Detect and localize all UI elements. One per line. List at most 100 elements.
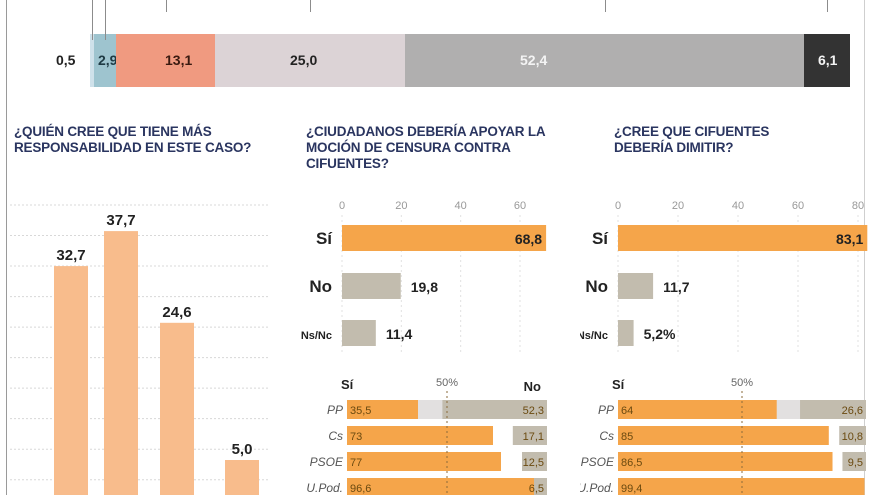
header-50pct: 50%: [731, 377, 753, 389]
bar-si: [347, 426, 493, 445]
stack-label: 13,1: [165, 52, 193, 68]
party-label: U.Pod.: [306, 481, 343, 495]
bar-value-label: 5,2%: [644, 326, 676, 342]
bar-si-label: 64: [621, 405, 633, 417]
x-tick-label: 0: [615, 200, 621, 212]
party-label: PSOE: [581, 455, 615, 469]
bar-si-label: 99,4: [621, 483, 642, 495]
category-label: Sí: [316, 229, 333, 248]
bar-value-label: 19,8: [411, 279, 438, 295]
party-label: Cs: [599, 429, 614, 443]
stack-label: 0,5: [56, 52, 76, 68]
x-tick-label: 60: [792, 200, 804, 212]
leader-line: [104, 0, 106, 40]
bar-si-label: 85: [621, 431, 633, 443]
party-label: U.Pod.: [580, 481, 614, 495]
stack-segment: [215, 34, 406, 87]
header-50pct: 50%: [436, 377, 458, 389]
leader-line: [165, 0, 167, 12]
title-responsabilidad: ¿QUIÉN CREE QUE TIENE MÁS RESPONSABILIDA…: [14, 124, 252, 155]
x-tick-label: 40: [732, 200, 744, 212]
stack-label: 2,9: [98, 52, 118, 68]
bar: [618, 225, 868, 251]
stack-segment: [803, 34, 850, 87]
bar-value-label: 37,7: [106, 212, 135, 229]
category-label: Ns/Nc: [301, 330, 332, 342]
bar: [160, 322, 194, 495]
category-label: Sí: [592, 229, 609, 248]
bar: [225, 460, 259, 495]
party-label: Cs: [328, 429, 343, 443]
bar-si: [347, 478, 541, 495]
bar: [54, 266, 88, 495]
bar-no-label: 26,6: [842, 405, 863, 417]
header-no: No: [524, 379, 541, 394]
leader-line: [91, 0, 93, 40]
stack-label: 6,1: [818, 52, 838, 68]
x-tick-label: 20: [672, 200, 684, 212]
bar: [342, 273, 401, 299]
bar-no: [842, 452, 866, 471]
stack-label: 25,0: [290, 52, 318, 68]
bar-si-label: 86,5: [621, 457, 642, 469]
left-border: [6, 0, 7, 495]
bar-si-label: 77: [350, 457, 362, 469]
bar-no: [534, 478, 547, 495]
x-tick-label: 20: [395, 200, 407, 212]
bar-value-label: 83,1: [836, 231, 863, 247]
stack-segment: [93, 34, 116, 87]
bar-value-label: 24,6: [162, 304, 191, 321]
bar-no-label: 6,5: [529, 483, 544, 495]
bar-no-label: 52,3: [523, 405, 544, 417]
leader-line: [826, 0, 828, 12]
stack-label: 52,4: [520, 52, 548, 68]
stack-segment: [115, 34, 216, 87]
category-label: No: [309, 277, 332, 296]
stack-segment: [405, 34, 804, 87]
x-tick-label: 60: [514, 200, 526, 212]
leader-line: [310, 0, 312, 12]
stack-segment: [90, 34, 94, 87]
chart-apoyar-mocion: 0 20 40 60 Sí 68,8 No 19,8 Ns/Nc 11,4: [301, 200, 547, 355]
bar-value-label: 11,4: [386, 326, 413, 342]
bar-no: [522, 452, 547, 471]
bar: [342, 225, 547, 251]
bar-value-label: 11,7: [663, 279, 690, 295]
party-label: PP: [327, 403, 343, 417]
bar-no: [839, 426, 866, 445]
bar: [618, 273, 654, 299]
x-tick-label: 40: [455, 200, 467, 212]
chart-responsabilidad: 32,7 37,7 24,6 5,0: [10, 204, 268, 495]
bar-si: [347, 400, 418, 419]
bar-si: [618, 452, 833, 471]
bar-value-label: 32,7: [56, 247, 85, 264]
bar-si: [347, 452, 501, 471]
bar-value-label: 5,0: [232, 441, 253, 458]
category-label: No: [585, 277, 608, 296]
header-si: Sí: [612, 377, 625, 392]
party-label: PSOE: [310, 455, 344, 469]
bar-no-label: 12,5: [523, 457, 544, 469]
chart-dimitir: 0 20 40 60 80 Sí 83,1 No 11,7 Ns/Nc 5,2%: [580, 200, 868, 355]
title-dimitir: ¿CREE QUE CIFUENTES DEBERÍA DIMITIR?: [614, 124, 770, 155]
bar-no-label: 10,8: [842, 431, 863, 443]
bar: [342, 320, 376, 346]
bar-no: [512, 426, 547, 445]
party-label: PP: [598, 403, 614, 417]
bar: [104, 231, 138, 495]
chart-dimitir-por-partido: Sí 50% 26,6 64 PP 10,8 85 Cs 9,5 86,5 PSOE 99,4 U.Po…: [580, 377, 866, 495]
bar-no-label: 17,1: [523, 431, 544, 443]
bar-no-label: 9,5: [848, 457, 863, 469]
x-tick-label: 0: [339, 200, 345, 212]
header-si: Sí: [341, 377, 354, 392]
bar-no: [442, 400, 547, 419]
bar-si-label: 96,6: [350, 483, 371, 495]
category-label: Ns/Nc: [580, 330, 608, 342]
bar-value-label: 68,8: [515, 231, 542, 247]
bar-si: [618, 426, 829, 445]
bar: [618, 320, 634, 346]
chart-mocion-por-partido: Sí 50% No 52,3 35,5 PP 17,1 73 Cs 12,5 77 PSOE 6,5 96…: [306, 377, 547, 495]
leader-line: [604, 0, 606, 12]
bar-si: [618, 478, 865, 495]
bar-si: [618, 400, 777, 419]
